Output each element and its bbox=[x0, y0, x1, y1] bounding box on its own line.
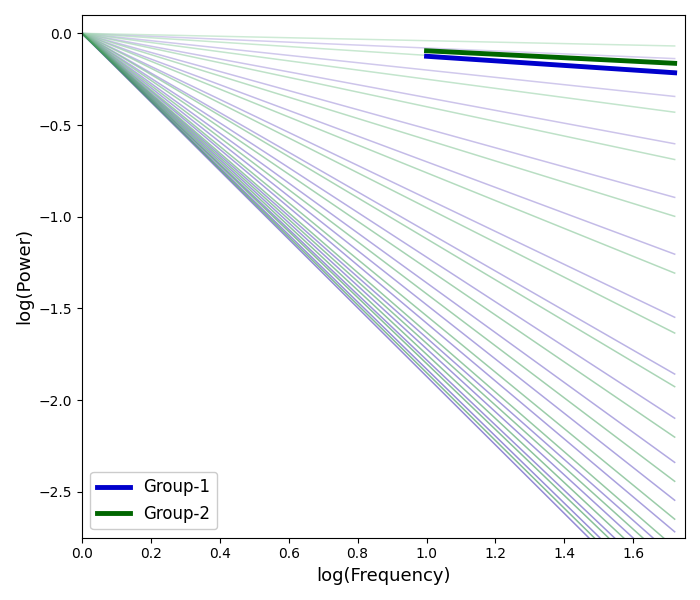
Line: Group-1: Group-1 bbox=[426, 56, 675, 73]
Legend: Group-1, Group-2: Group-1, Group-2 bbox=[90, 472, 217, 529]
Group-2 bbox=[671, 60, 679, 67]
Group-1 bbox=[422, 53, 430, 60]
Line: Group-2: Group-2 bbox=[426, 51, 675, 64]
Group-1 bbox=[671, 69, 679, 76]
Y-axis label: log(Power): log(Power) bbox=[15, 228, 33, 325]
Group-2 bbox=[422, 47, 430, 55]
X-axis label: log(Frequency): log(Frequency) bbox=[316, 567, 451, 585]
